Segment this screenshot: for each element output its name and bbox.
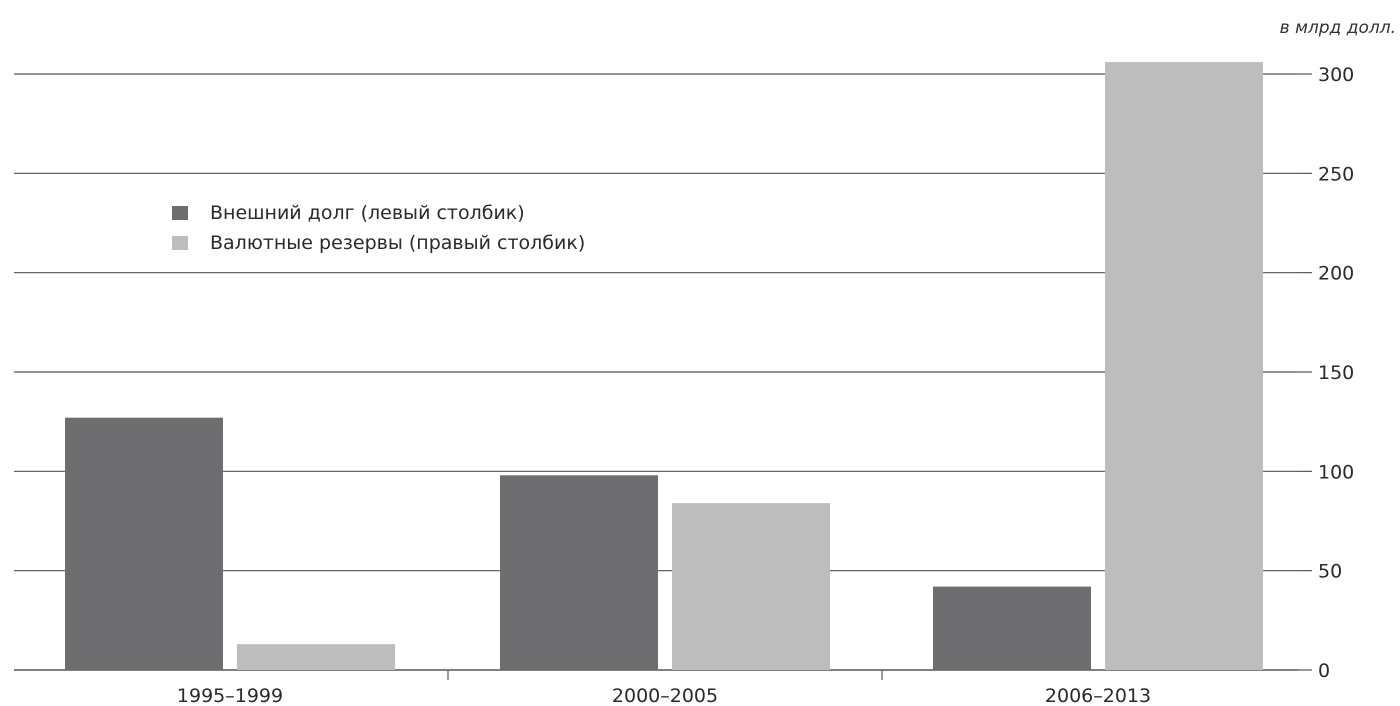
x-tick-label: 2000–2005 [612, 685, 718, 706]
bar-currency-reserves-1 [672, 503, 830, 670]
legend-item-external-debt: Внешний долг (левый столбик) [172, 198, 585, 228]
x-tick-label: 2006–2013 [1045, 685, 1151, 706]
y-tick-label: 300 [1318, 64, 1354, 86]
legend-label-currency-reserves: Валютные резервы (правый столбик) [210, 232, 586, 254]
y-tick-label: 150 [1318, 362, 1354, 384]
y-tick-label: 250 [1318, 163, 1354, 185]
legend-item-currency-reserves: Валютные резервы (правый столбик) [172, 228, 585, 258]
bar-currency-reserves-2 [1105, 62, 1263, 670]
y-tick-label: 100 [1318, 461, 1354, 483]
legend-swatch-external-debt [172, 206, 188, 220]
y-tick-label: 200 [1318, 263, 1354, 285]
bar-currency-reserves-0 [237, 644, 395, 670]
y-tick-label: 50 [1318, 561, 1342, 583]
y-tick-label: 0 [1318, 660, 1330, 682]
x-tick-label: 1995–1999 [177, 685, 283, 706]
legend-label-external-debt: Внешний долг (левый столбик) [210, 202, 525, 224]
bar-external-debt-2 [933, 586, 1091, 670]
legend-swatch-currency-reserves [172, 236, 188, 250]
unit-label: в млрд долл. [1279, 18, 1396, 38]
bars [65, 62, 1263, 670]
legend: Внешний долг (левый столбик) Валютные ре… [172, 198, 585, 258]
bar-external-debt-1 [500, 475, 658, 670]
axes: 0 50 100 150 200 250 300 1995–1999 2000–2005 2006… [177, 64, 1354, 706]
bar-external-debt-0 [65, 417, 223, 670]
